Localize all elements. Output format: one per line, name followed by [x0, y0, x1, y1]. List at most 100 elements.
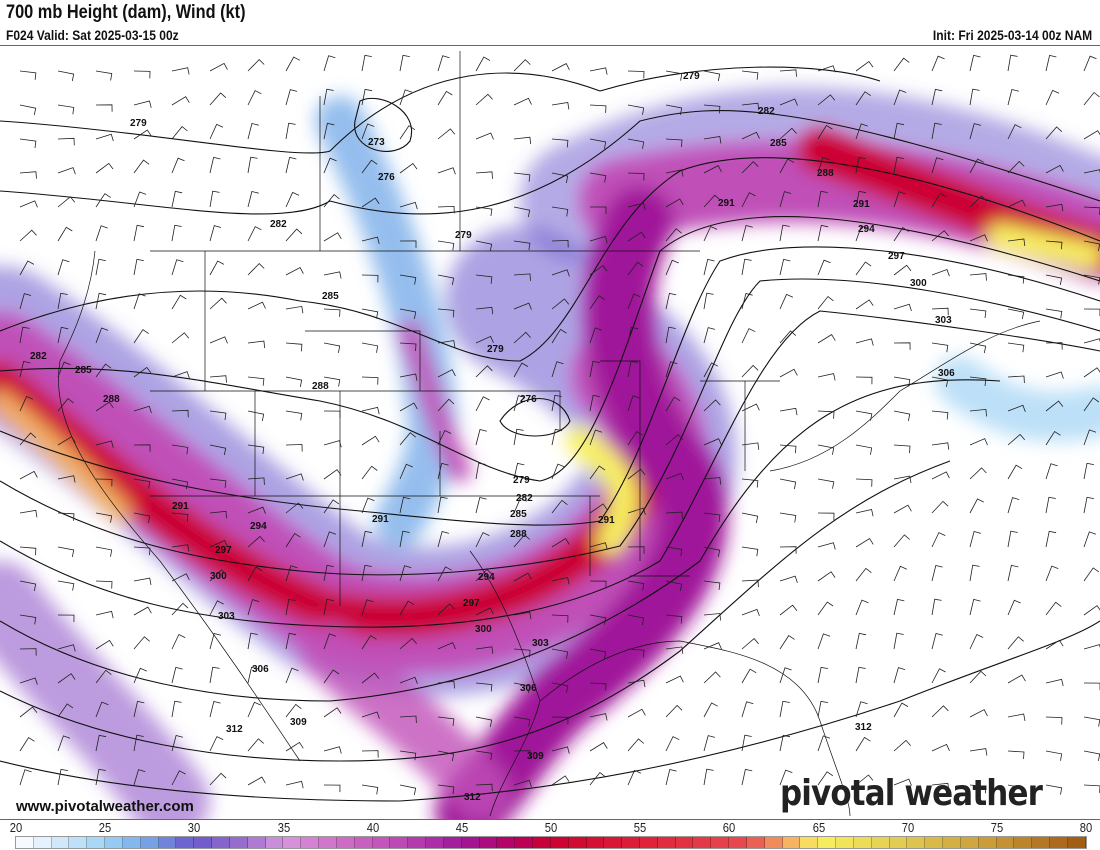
wind-barb [931, 376, 949, 388]
wind-barb [703, 613, 721, 621]
wind-barb [779, 769, 793, 786]
wind-barb [247, 410, 265, 422]
wind-barb [741, 701, 754, 718]
contour-label: 288 [817, 168, 834, 179]
wind-barb [1083, 716, 1100, 727]
website-url[interactable]: www.pivotalweather.com [16, 798, 194, 815]
wind-barb [969, 234, 988, 242]
contour-label: 282 [30, 351, 47, 362]
wind-barb [209, 92, 227, 106]
wind-barb [361, 88, 373, 106]
wind-barb [969, 88, 980, 106]
colorbar-swatch [746, 837, 765, 848]
wind-barb [171, 294, 187, 310]
wind-barb [95, 70, 113, 81]
wind-barb [95, 327, 109, 344]
wind-barb [57, 137, 75, 146]
wind-barb [741, 546, 759, 557]
wind-barb [969, 748, 988, 756]
wind-barb [627, 769, 642, 786]
wind-barb [19, 138, 37, 149]
wind-barb [665, 511, 683, 520]
wind-barb [437, 308, 455, 318]
wind-barb [513, 97, 532, 106]
wind-barb [703, 768, 714, 786]
colorbar-swatch [1067, 837, 1086, 848]
wind-barb [19, 677, 38, 685]
wind-barb [931, 598, 942, 616]
colorbar-swatch [943, 837, 961, 848]
wind-barb [437, 531, 450, 548]
wind-barb [817, 571, 836, 582]
wind-barb [855, 338, 874, 346]
wind-barb [627, 395, 640, 412]
wind-barb [589, 771, 606, 786]
wind-barb [627, 614, 645, 626]
colorbar-tick-label: 70 [901, 820, 914, 835]
wind-barb [209, 62, 228, 72]
wind-barb [247, 156, 258, 174]
wind-barb [247, 226, 262, 242]
wind-barb [209, 123, 224, 140]
wind-barb [1045, 565, 1059, 582]
wind-barb [931, 565, 943, 582]
wind-barb [285, 122, 296, 140]
wind-barb [703, 104, 721, 114]
wind-barb [703, 671, 721, 684]
wind-barb [1045, 308, 1063, 319]
wind-barb [969, 54, 981, 72]
wind-barb [665, 259, 679, 276]
wind-barb [1007, 375, 1025, 384]
wind-barb [437, 603, 455, 616]
wind-barb [513, 172, 531, 182]
wind-barb [665, 138, 683, 148]
wind-barb [741, 293, 753, 310]
wind-barb [399, 676, 418, 684]
wind-barb [285, 703, 302, 718]
wind-barb [209, 190, 220, 208]
wind-barb [665, 361, 678, 378]
contour-label: 288 [103, 394, 120, 405]
wind-barb [513, 682, 531, 693]
wind-barb [1007, 342, 1025, 353]
colorbar-tick-label: 25 [98, 820, 112, 835]
wind-barb [817, 478, 835, 489]
wind-barb [665, 580, 683, 592]
wind-barb [437, 369, 456, 378]
wind-barb [361, 197, 380, 208]
wind-barb [893, 57, 910, 72]
colorbar-tick-label: 40 [366, 820, 379, 835]
contour-label: 291 [172, 501, 189, 512]
wind-barb [95, 546, 113, 557]
wind-barb [817, 157, 830, 174]
wind-barb [209, 539, 228, 548]
wind-barb [817, 735, 831, 752]
weather-map[interactable]: 279 282 285 288 291 294 297 300 303 306 … [0, 45, 1100, 820]
wind-barb [513, 611, 532, 620]
wind-barb [855, 91, 872, 106]
wind-barb [323, 746, 342, 754]
contour-label: 312 [226, 724, 243, 735]
wind-barb [665, 169, 684, 177]
wind-barb [741, 608, 760, 617]
contour-label: 279 [487, 344, 504, 355]
wind-barb [1045, 164, 1064, 174]
wind-barb [589, 580, 607, 589]
wind-barb [323, 122, 335, 140]
wind-barb [513, 648, 531, 658]
wind-barb [893, 191, 906, 208]
wind-barb [285, 156, 297, 174]
wind-barb [665, 704, 683, 718]
wind-barb [285, 342, 303, 352]
wind-barb [741, 638, 760, 650]
wind-barb [893, 534, 910, 548]
wind-barb [323, 669, 340, 684]
wind-barb [589, 327, 603, 344]
wind-barb [475, 568, 493, 582]
wind-barb [627, 138, 645, 149]
wind-barb [589, 503, 608, 514]
wind-barb [57, 644, 76, 652]
wind-barb [399, 784, 417, 796]
wind-barb [627, 231, 646, 242]
wind-barb [931, 88, 943, 106]
